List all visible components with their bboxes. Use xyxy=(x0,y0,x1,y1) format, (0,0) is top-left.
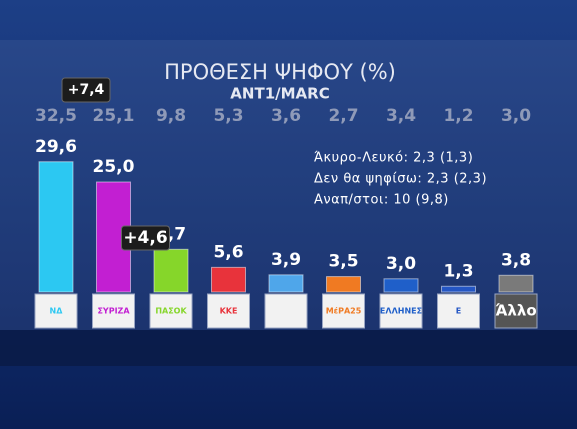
previous-label: 3,6 xyxy=(271,106,301,126)
bar xyxy=(498,274,534,293)
party-logo xyxy=(322,293,365,329)
value-label: 1,3 xyxy=(443,261,473,281)
party-logo xyxy=(437,293,480,329)
party-logo xyxy=(264,293,308,329)
previous-label: 3,0 xyxy=(501,106,531,126)
category-label: Ε xyxy=(456,307,461,316)
category-label: ΕΛΛΗΝΕΣ xyxy=(380,307,422,316)
category-label: ΚΚΕ xyxy=(220,307,238,316)
category-label: ΣΥΡΙΖΑ xyxy=(97,307,130,316)
previous-label: 5,3 xyxy=(213,106,243,126)
change-badge xyxy=(61,77,111,103)
value-label: 25,0 xyxy=(93,157,135,177)
title: ΠΡΟΘΕΣΗ ΨΗΦΟΥ (%) xyxy=(164,60,396,84)
previous-label: 25,1 xyxy=(93,106,135,126)
bar xyxy=(326,276,361,293)
value-label: 3,9 xyxy=(271,250,301,270)
party-logo xyxy=(149,293,193,329)
bar xyxy=(38,161,74,293)
category-label: ΜέΡΑ25 xyxy=(326,306,362,316)
previous-label: 2,7 xyxy=(328,106,358,126)
change-badge xyxy=(121,225,170,251)
value-label: 3,5 xyxy=(328,252,358,272)
value-label: 29,6 xyxy=(35,137,77,157)
party-logo xyxy=(379,293,423,329)
value-label: 3,8 xyxy=(501,250,531,270)
note: Δεν θα ψηφίσω: 2,3 (2,3) xyxy=(314,172,487,187)
bar xyxy=(211,266,246,293)
party-logo xyxy=(494,293,538,329)
previous-label: 1,2 xyxy=(443,106,473,126)
category-label: ΠΑΣΟΚ xyxy=(155,307,187,316)
party-logo xyxy=(207,293,250,329)
party-logo xyxy=(34,293,78,329)
subtitle: ANT1/MARC xyxy=(230,85,329,103)
change-label: +4,6 xyxy=(123,228,167,248)
bar xyxy=(441,285,476,293)
value-label: 3,0 xyxy=(386,254,416,274)
value-label: 5,6 xyxy=(213,242,243,262)
category-label: Άλλο xyxy=(495,302,536,320)
party-logo xyxy=(92,293,135,329)
note: Άκυρο-Λευκό: 2,3 (1,3) xyxy=(314,151,473,166)
bar xyxy=(383,278,419,293)
previous-label: 32,5 xyxy=(35,106,77,126)
category-label: ΝΔ xyxy=(50,307,64,316)
note: Αναπ/στοι: 10 (9,8) xyxy=(314,193,449,208)
previous-label: 9,8 xyxy=(156,106,186,126)
bar xyxy=(268,274,304,293)
change-label: +7,4 xyxy=(68,82,105,98)
bottom-strip xyxy=(0,330,577,366)
bar xyxy=(153,248,189,293)
previous-label: 3,4 xyxy=(386,106,416,126)
